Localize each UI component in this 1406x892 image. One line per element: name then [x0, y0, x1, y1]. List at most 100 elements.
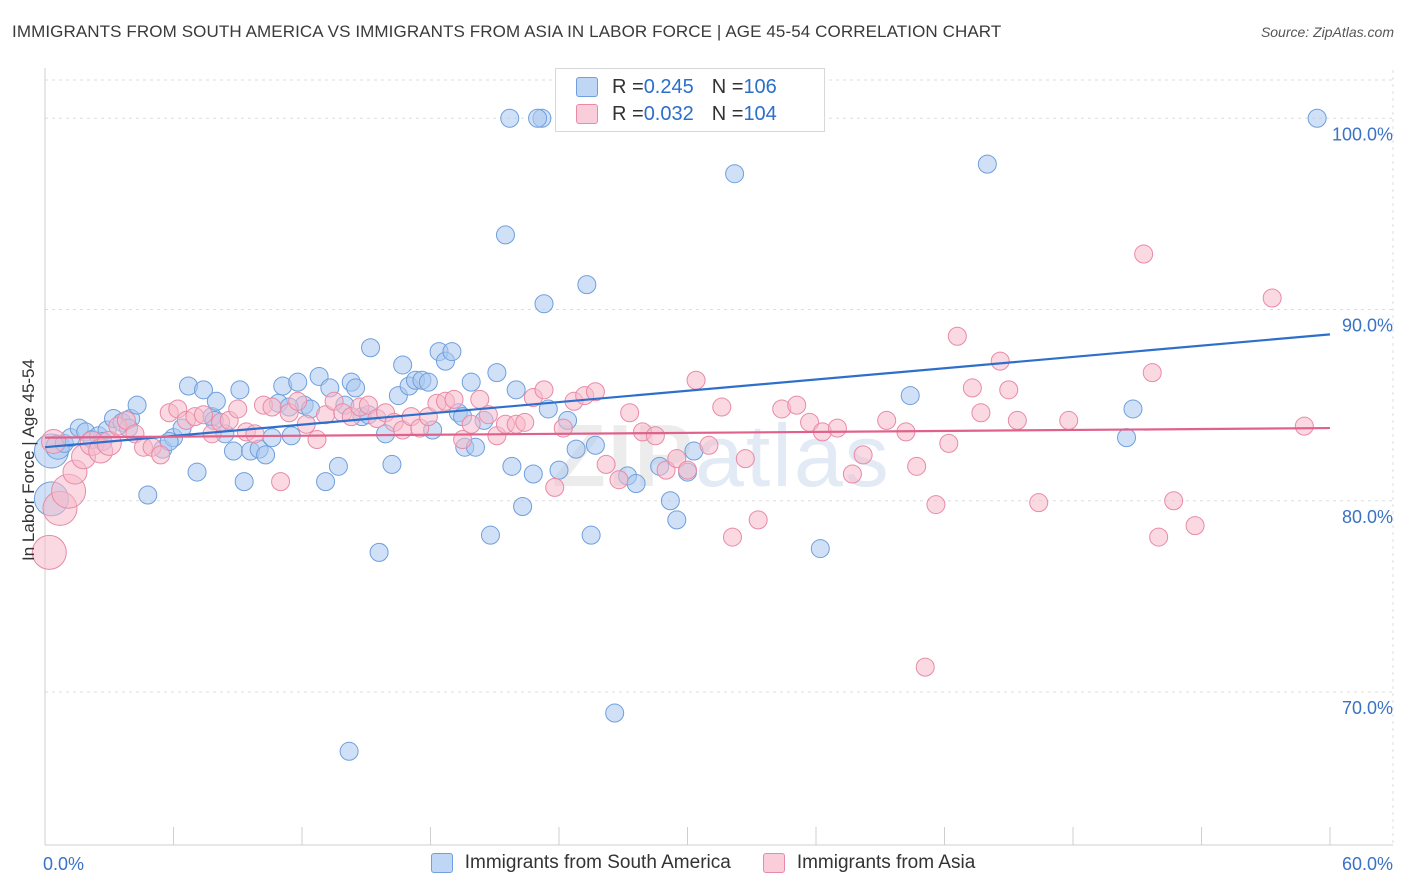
legend-r-label: R = [612, 75, 644, 98]
asia-point [1294, 416, 1314, 436]
asia-point [853, 445, 873, 465]
asia-point [193, 405, 213, 425]
legend-n-label: N = [711, 75, 744, 98]
asia-point [827, 418, 847, 438]
y-tick-label: 70.0% [1342, 698, 1393, 718]
asia-point [515, 412, 535, 432]
asia-point [620, 403, 640, 423]
south-america-point [528, 108, 548, 128]
asia-point [999, 380, 1019, 400]
south-america-point [230, 380, 250, 400]
south-america-point [346, 378, 366, 398]
trend-line-south-america [44, 333, 1331, 449]
y-tick-label: 90.0% [1342, 316, 1393, 336]
asia-point [699, 435, 719, 455]
series-asia-points [31, 244, 1314, 677]
south-america-point [487, 363, 507, 383]
south-america-point [127, 395, 147, 415]
south-america-point [138, 485, 158, 505]
legend-item-asia[interactable]: Immigrants from Asia [762, 852, 976, 874]
legend-item-south-america[interactable]: Immigrants from South America [430, 852, 731, 874]
asia-point [609, 470, 629, 490]
south-america-point [461, 372, 481, 392]
south-america-point [534, 294, 554, 314]
legend-row-asia: R = 0.032 N = 104 [576, 102, 777, 126]
series-legend: Immigrants from South America Immigrants… [0, 852, 1406, 874]
asia-point [444, 389, 464, 409]
south-america-point [288, 372, 308, 392]
asia-point [1007, 410, 1027, 430]
south-america-point [585, 435, 605, 455]
south-america-point [393, 355, 413, 375]
legend-n-value: 104 [743, 102, 777, 125]
x-tick-label-min: 0.0% [43, 854, 84, 874]
x-tick-label-max: 60.0% [1342, 854, 1393, 874]
south-america-point [361, 338, 381, 358]
south-america-point [977, 154, 997, 174]
asia-point [678, 460, 697, 480]
south-america-point [725, 164, 745, 184]
south-america-point [660, 491, 680, 511]
tick-labels: 70.0% 80.0% 90.0% 100.0% 0.0% 60.0% In Labor F… [19, 124, 1393, 874]
legend-n-label: N = [711, 102, 744, 125]
south-america-point [513, 496, 533, 516]
asia-point [288, 391, 308, 411]
south-america-point [506, 380, 526, 400]
asia-point [553, 418, 573, 438]
asia-point [939, 433, 959, 453]
asia-point [748, 510, 768, 530]
asia-point [1164, 491, 1184, 511]
y-axis-title: In Labor Force | Age 45-54 [19, 359, 38, 561]
south-america-point [626, 474, 646, 494]
south-america-point [502, 456, 522, 476]
south-america-point [581, 525, 601, 545]
asia-point [461, 414, 481, 434]
chart-title: IMMIGRANTS FROM SOUTH AMERICA VS IMMIGRA… [12, 22, 1002, 41]
south-america-point [418, 372, 438, 392]
legend-swatch-blue [576, 77, 598, 97]
asia-point [1185, 516, 1205, 536]
legend-r-value: 0.032 [643, 102, 694, 125]
south-america-point [495, 225, 515, 245]
south-america-point [442, 342, 462, 362]
legend-row-south-america: R = 0.245 N = 106 [576, 75, 777, 99]
asia-point [1134, 244, 1154, 264]
south-america-point [566, 439, 586, 459]
asia-point [585, 382, 605, 402]
asia-point [478, 405, 498, 425]
asia-point [545, 477, 565, 497]
asia-point [915, 657, 935, 677]
asia-point [31, 534, 67, 570]
south-america-point [500, 108, 520, 128]
south-america-point [316, 472, 336, 492]
asia-point [645, 426, 665, 446]
south-america-point [480, 525, 500, 545]
south-america-point [187, 462, 207, 482]
legend-swatch-blue [430, 853, 453, 873]
asia-point [990, 351, 1010, 371]
south-america-point [262, 428, 282, 448]
asia-point [307, 430, 327, 450]
south-america-point [1123, 399, 1143, 419]
asia-point [228, 399, 248, 419]
asia-point [842, 464, 862, 484]
asia-point [947, 326, 967, 346]
y-tick-label: 100.0% [1332, 124, 1393, 144]
asia-point [116, 410, 136, 430]
asia-point [1059, 410, 1079, 430]
asia-point [962, 378, 982, 398]
legend-label-asia: Immigrants from Asia [796, 852, 976, 873]
asia-point [534, 380, 554, 400]
south-america-point [549, 460, 569, 480]
trend-line-asia [44, 426, 1331, 439]
asia-point [735, 449, 755, 469]
series-south-america-points [33, 108, 1327, 761]
asia-point [596, 454, 616, 474]
asia-point [262, 397, 282, 417]
asia-point [907, 456, 927, 476]
asia-point [712, 397, 732, 417]
south-america-point [523, 464, 543, 484]
south-america-point [382, 454, 402, 474]
asia-point [971, 403, 991, 423]
south-america-point [206, 391, 226, 411]
